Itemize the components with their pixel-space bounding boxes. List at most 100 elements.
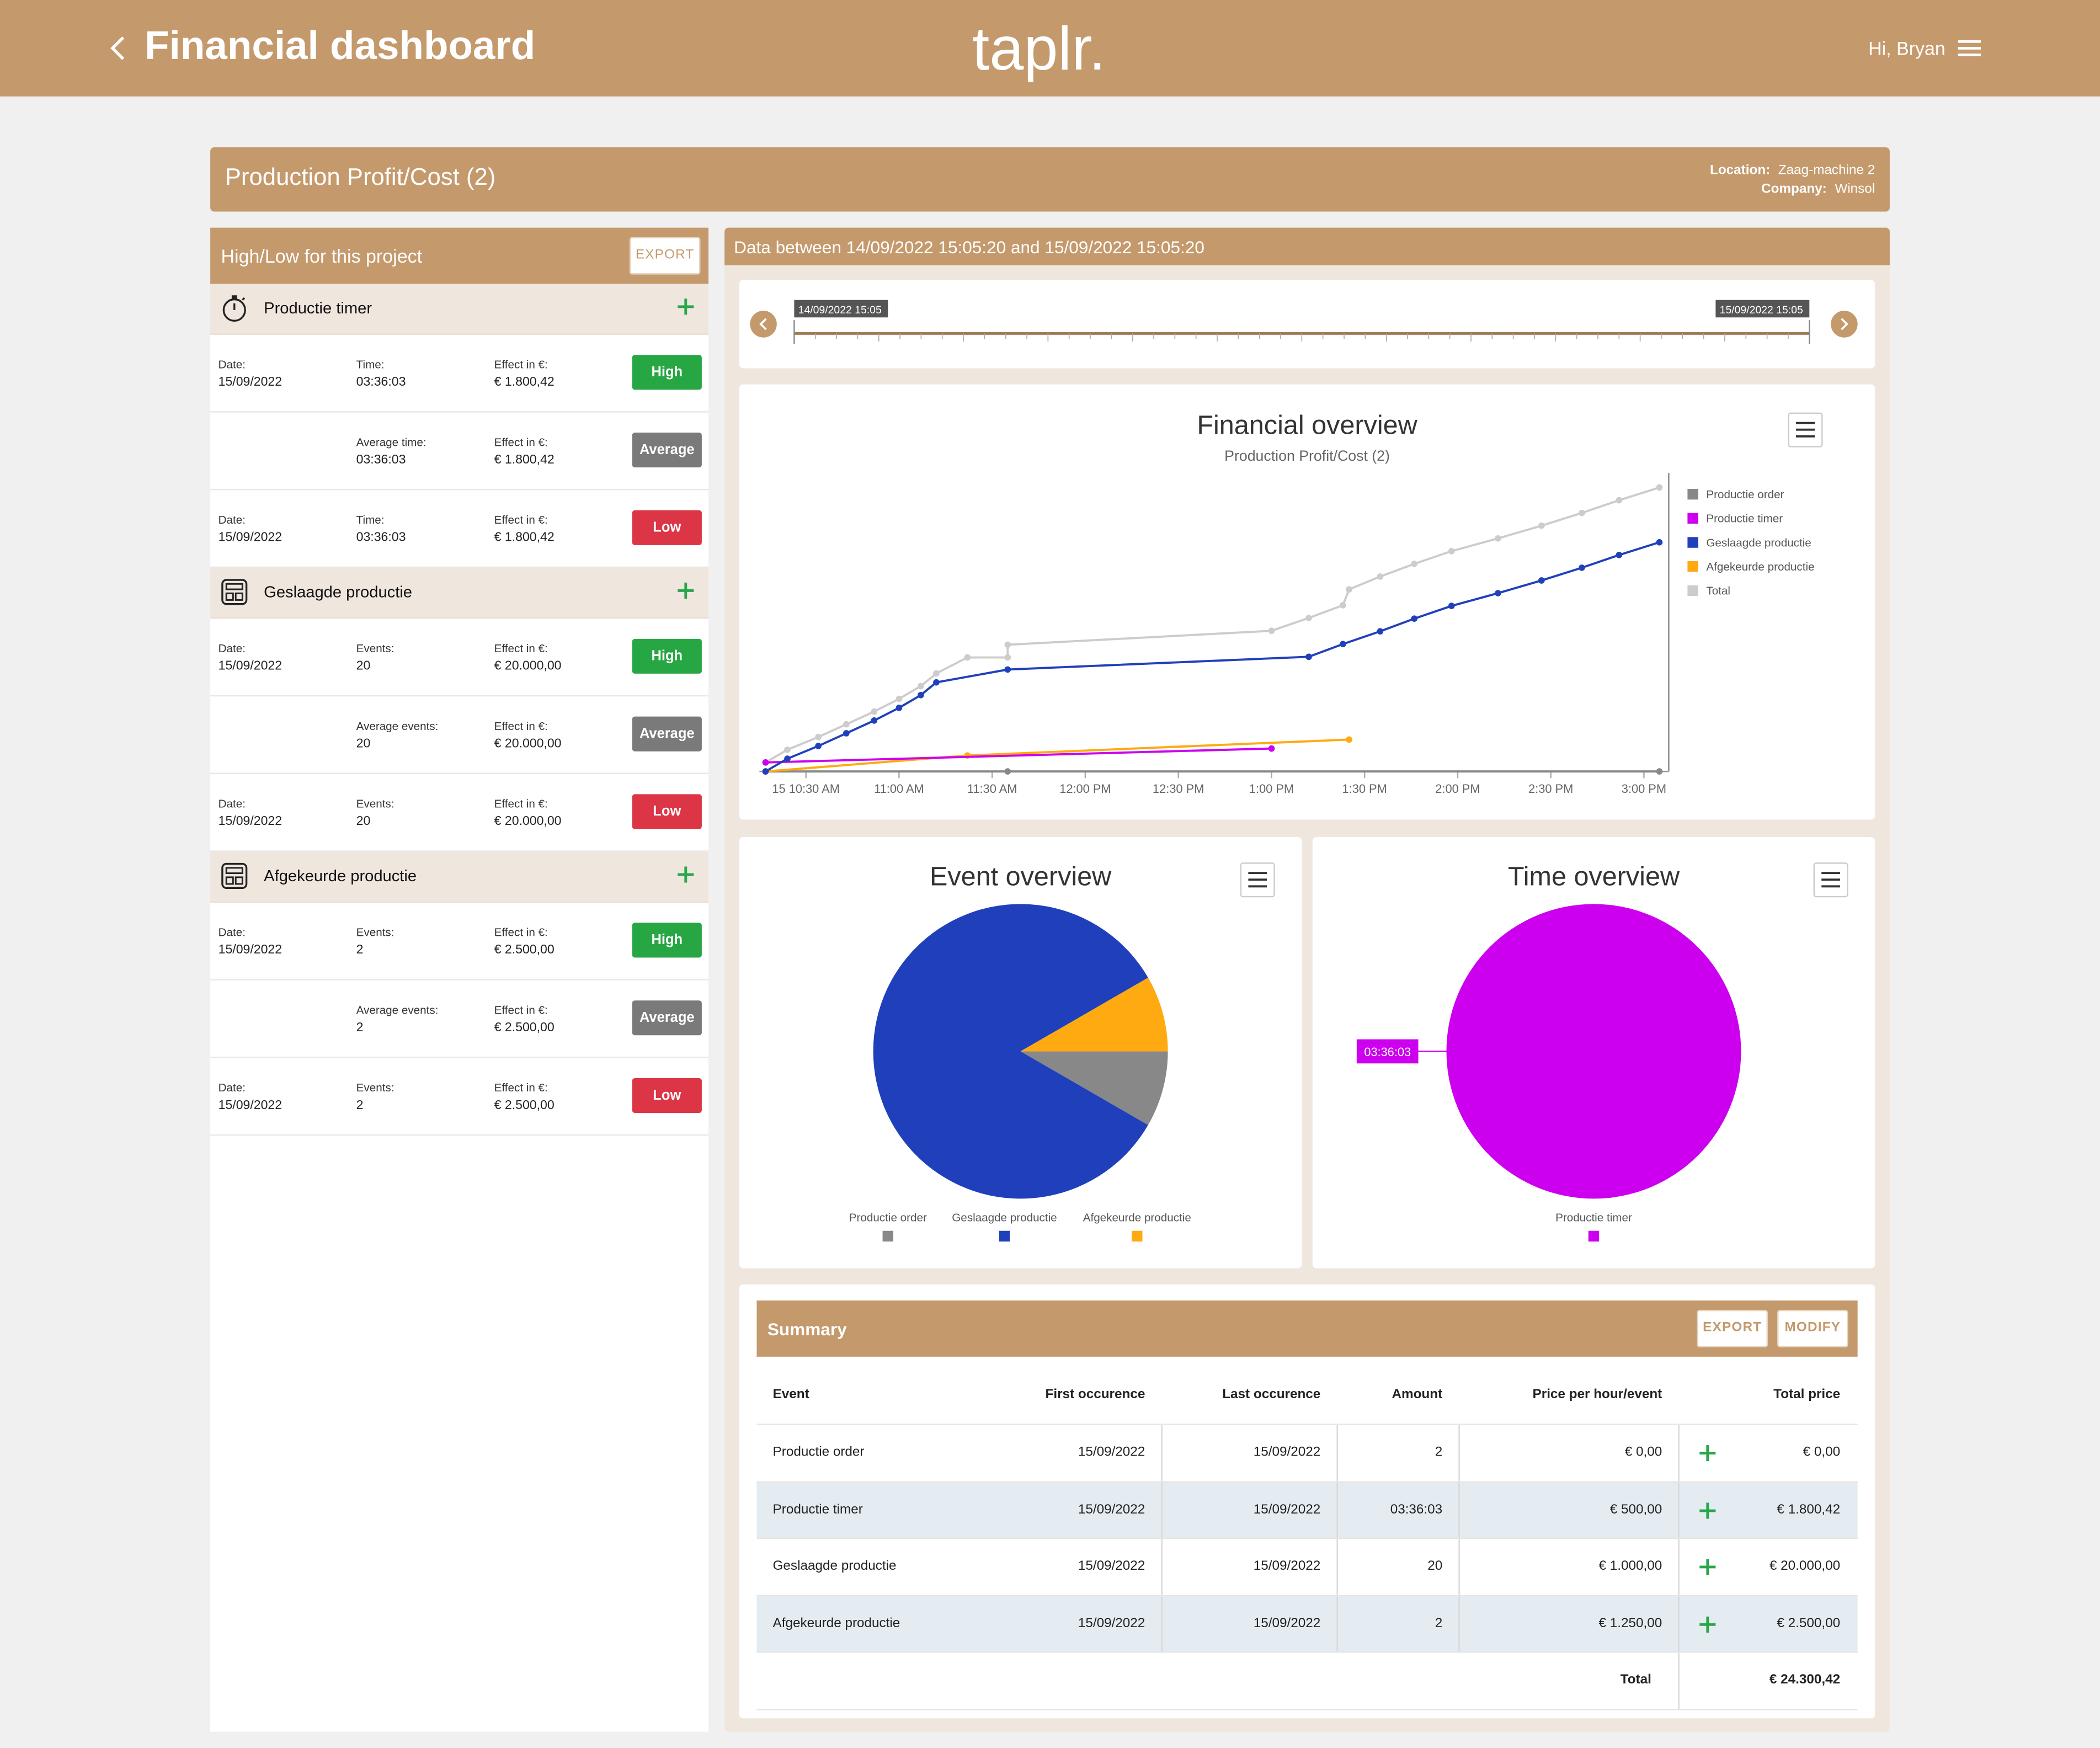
data-point[interactable] xyxy=(815,733,822,740)
legend-item[interactable]: Total xyxy=(1687,584,1730,598)
data-point[interactable] xyxy=(1538,577,1545,584)
data-point[interactable] xyxy=(1377,573,1384,580)
data-point[interactable] xyxy=(1004,641,1011,648)
data-point[interactable] xyxy=(1448,603,1455,609)
data-point[interactable] xyxy=(1305,615,1312,621)
data-point[interactable] xyxy=(843,730,850,737)
data-point[interactable] xyxy=(843,721,850,728)
timeline-slider[interactable]: 14/09/2022 15:05 15/09/2022 15:05 xyxy=(739,280,1875,368)
data-point[interactable] xyxy=(1377,628,1384,635)
timeline-end-handle[interactable] xyxy=(1715,300,1810,318)
series-line-geslaagde-productie[interactable] xyxy=(765,541,1660,772)
summary-export-button[interactable]: EXPORT xyxy=(1697,1309,1768,1347)
status-badge-low[interactable]: Low xyxy=(632,510,702,545)
timeline-next-icon[interactable] xyxy=(1831,311,1858,338)
data-point[interactable] xyxy=(1495,535,1501,542)
plus-icon[interactable] xyxy=(676,581,695,600)
data-point[interactable] xyxy=(1268,627,1275,635)
series-line-productie-timer[interactable] xyxy=(765,747,1272,764)
data-point[interactable] xyxy=(1346,586,1352,593)
data-point[interactable] xyxy=(917,683,924,690)
legend-item[interactable]: Productie order xyxy=(808,1211,968,1242)
legend-item[interactable]: Afgekeurde productie xyxy=(1687,560,1815,573)
user-greeting[interactable]: Hi, Bryan xyxy=(1868,37,1946,59)
back-arrow-icon[interactable] xyxy=(107,32,131,64)
financial-line-chart[interactable]: 15 10:30 AM 11:00 AM 11:30 AM 12:00 PM 12:30… xyxy=(739,385,1875,820)
data-point[interactable] xyxy=(896,695,903,702)
legend-item[interactable]: Geslaagde productie xyxy=(924,1211,1085,1242)
plus-icon[interactable] xyxy=(1698,1501,1717,1520)
data-point[interactable] xyxy=(1579,509,1585,516)
data-point[interactable] xyxy=(1004,768,1011,775)
column-header[interactable]: Last occurence xyxy=(1222,1387,1321,1403)
timeline-start-handle[interactable] xyxy=(794,300,888,318)
data-point[interactable] xyxy=(1579,564,1585,571)
data-point[interactable] xyxy=(1305,653,1312,660)
data-point[interactable] xyxy=(933,679,940,686)
financial-chart-menu-button[interactable] xyxy=(1788,412,1823,447)
table-row[interactable]: Productie order 15/09/2022 15/09/2022 2 € 0,… xyxy=(756,1425,1858,1482)
data-point[interactable] xyxy=(964,654,971,661)
column-header[interactable]: Event xyxy=(772,1387,809,1403)
data-point[interactable] xyxy=(784,746,791,753)
data-point[interactable] xyxy=(1538,522,1545,529)
pie-slice-productie-order[interactable] xyxy=(1020,1051,1168,1125)
data-point[interactable] xyxy=(1495,590,1501,596)
data-point[interactable] xyxy=(1656,539,1663,546)
plus-icon[interactable] xyxy=(1698,1614,1717,1633)
table-row[interactable]: Productie timer 15/09/2022 15/09/2022 03:36… xyxy=(756,1481,1858,1539)
column-header[interactable]: Total price xyxy=(1773,1387,1841,1403)
pie-slice-geslaagde-productie[interactable] xyxy=(873,904,1148,1199)
menu-icon[interactable] xyxy=(1958,39,1981,57)
data-point[interactable] xyxy=(896,705,903,711)
plus-icon[interactable] xyxy=(676,297,695,316)
status-badge-low[interactable]: Low xyxy=(632,794,702,829)
pie-slice-afgekeurde-productie[interactable] xyxy=(1020,977,1168,1052)
legend-item[interactable]: Afgekeurde productie xyxy=(1057,1211,1217,1242)
data-point[interactable] xyxy=(762,768,769,775)
data-point[interactable] xyxy=(784,755,791,762)
legend-item[interactable]: Productie order xyxy=(1687,488,1784,501)
data-point[interactable] xyxy=(871,708,878,715)
data-point[interactable] xyxy=(1411,615,1418,622)
status-badge-average[interactable]: Average xyxy=(632,1000,702,1036)
status-badge-high[interactable]: High xyxy=(632,923,702,958)
legend-item[interactable]: Productie timer xyxy=(1687,511,1783,525)
data-point[interactable] xyxy=(1616,497,1623,504)
series-line-total[interactable] xyxy=(765,486,1660,764)
data-point[interactable] xyxy=(1411,561,1418,567)
status-badge-average[interactable]: Average xyxy=(632,433,702,468)
data-point[interactable] xyxy=(1004,666,1011,673)
data-point[interactable] xyxy=(871,717,878,724)
event-pie-chart[interactable] xyxy=(739,837,1302,1269)
data-point[interactable] xyxy=(1004,654,1011,661)
data-point[interactable] xyxy=(1346,736,1352,743)
data-point[interactable] xyxy=(1448,548,1455,555)
event-chart-menu-button[interactable] xyxy=(1240,862,1275,898)
legend-item[interactable]: Geslaagde productie xyxy=(1687,536,1811,549)
pie-slice-productie-timer[interactable] xyxy=(1446,904,1741,1199)
plus-icon[interactable] xyxy=(1698,1558,1717,1576)
data-point[interactable] xyxy=(762,759,769,766)
timeline-prev-icon[interactable] xyxy=(750,311,777,338)
summary-modify-button[interactable]: MODIFY xyxy=(1777,1309,1848,1347)
data-point[interactable] xyxy=(1616,552,1623,558)
table-row[interactable]: Geslaagde productie 15/09/2022 15/09/2022 2… xyxy=(756,1538,1858,1596)
data-point[interactable] xyxy=(815,743,822,749)
status-badge-high[interactable]: High xyxy=(632,355,702,390)
taplr-logo[interactable]: taplr. xyxy=(967,6,1133,91)
status-badge-average[interactable]: Average xyxy=(632,716,702,752)
column-header[interactable]: Amount xyxy=(1392,1387,1443,1403)
data-point[interactable] xyxy=(933,670,940,677)
export-button[interactable]: EXPORT xyxy=(629,237,701,275)
data-point[interactable] xyxy=(1340,641,1346,648)
data-point[interactable] xyxy=(1268,745,1275,752)
legend-item[interactable]: Productie timer xyxy=(1513,1211,1674,1242)
data-point[interactable] xyxy=(917,691,924,699)
time-chart-menu-button[interactable] xyxy=(1813,862,1848,898)
plus-icon[interactable] xyxy=(676,865,695,884)
data-point[interactable] xyxy=(1656,484,1663,491)
status-badge-high[interactable]: High xyxy=(632,638,702,674)
status-badge-low[interactable]: Low xyxy=(632,1078,702,1113)
data-point[interactable] xyxy=(1340,602,1346,609)
